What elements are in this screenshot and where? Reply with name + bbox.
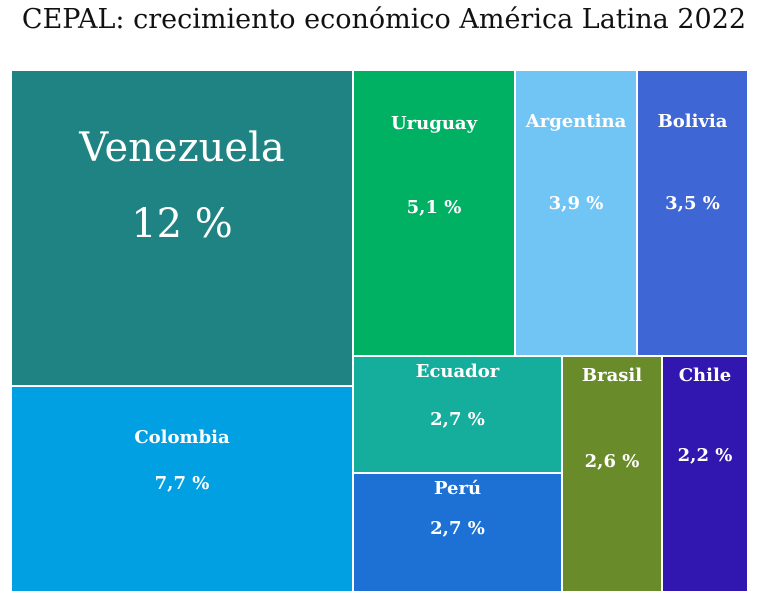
tile-value-chile: 2,2 % — [677, 445, 733, 466]
tile-peru: Perú 2,7 % — [353, 473, 562, 592]
tile-label-colombia: Colombia — [134, 427, 230, 448]
tile-value-ecuador: 2,7 % — [430, 409, 485, 430]
tile-label-argentina: Argentina — [525, 111, 627, 132]
tile-label-venezuela: Venezuela — [79, 125, 285, 171]
tile-value-brasil: 2,6 % — [584, 451, 640, 472]
tile-label-bolivia: Bolivia — [657, 111, 728, 132]
tile-label-brasil: Brasil — [581, 365, 643, 386]
tile-venezuela: Venezuela 12 % — [11, 70, 353, 386]
tile-brasil: Brasil 2,6 % — [562, 356, 662, 592]
tile-label-chile: Chile — [678, 365, 732, 386]
tile-value-colombia: 7,7 % — [154, 473, 210, 494]
tile-value-venezuela: 12 % — [131, 201, 233, 247]
tile-label-uruguay: Uruguay — [390, 113, 478, 134]
chart-title: CEPAL: crecimiento económico América Lat… — [21, 4, 747, 35]
tile-value-uruguay: 5,1 % — [406, 197, 462, 218]
tile-colombia: Colombia 7,7 % — [11, 386, 353, 592]
tile-value-peru: 2,7 % — [430, 518, 485, 539]
tile-uruguay: Uruguay 5,1 % — [353, 70, 515, 356]
tile-argentina: Argentina 3,9 % — [515, 70, 637, 356]
tile-chile: Chile 2,2 % — [662, 356, 748, 592]
tile-label-peru: Perú — [433, 478, 482, 499]
tile-bolivia: Bolivia 3,5 % — [637, 70, 748, 356]
treemap-chart: Venezuela 12 % Colombia 7,7 % Uruguay 5,1 % Ar… — [11, 70, 748, 592]
tile-value-bolivia: 3,5 % — [665, 193, 720, 214]
tile-ecuador: Ecuador 2,7 % — [353, 356, 562, 473]
tile-value-argentina: 3,9 % — [548, 193, 604, 214]
tile-label-ecuador: Ecuador — [415, 361, 500, 382]
